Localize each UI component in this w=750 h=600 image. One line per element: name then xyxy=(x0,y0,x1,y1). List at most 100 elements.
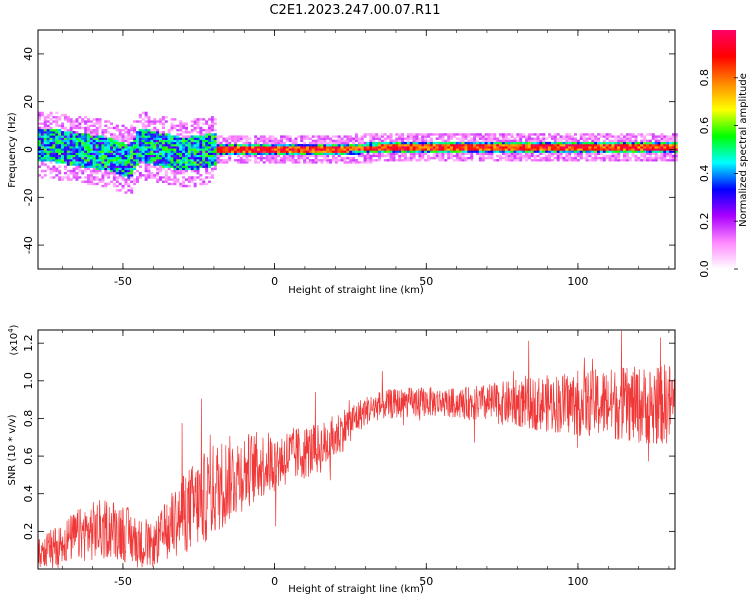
spectrogram-cell xyxy=(55,122,59,125)
spectrogram-cell xyxy=(389,133,393,136)
spectrogram-cell xyxy=(262,146,266,149)
spectrogram-cell xyxy=(403,141,407,145)
spectrogram-cell xyxy=(510,139,514,143)
spectrogram-cell xyxy=(92,133,96,136)
spectrogram-cell xyxy=(300,154,304,158)
spectrogram-cell xyxy=(657,150,661,153)
spectrogram-cell xyxy=(239,146,243,149)
x-tick-label: 100 xyxy=(567,275,588,288)
spectrogram-cell xyxy=(496,139,500,143)
spectrogram-cell xyxy=(254,146,258,149)
spectrogram-cell xyxy=(167,167,171,171)
spectrogram-cell xyxy=(265,148,269,151)
spectrogram-cell xyxy=(337,152,341,156)
spectrogram-cell xyxy=(556,146,560,149)
spectrogram-cell xyxy=(507,141,511,145)
spectrogram-cell xyxy=(378,141,382,145)
spectrogram-cell xyxy=(461,156,465,160)
spectrogram-cell xyxy=(257,146,261,149)
spectrogram-cell xyxy=(525,154,529,158)
spectrogram-cell xyxy=(268,146,272,149)
spectrogram-cell xyxy=(343,159,347,162)
spectrogram-cell xyxy=(340,148,344,151)
spectrogram-cell xyxy=(245,143,249,147)
spectrogram-cell xyxy=(173,152,177,156)
spectrogram-cell xyxy=(101,165,105,168)
spectrogram-cell xyxy=(101,159,105,162)
spectrogram-cell xyxy=(406,156,410,160)
spectrogram-cell xyxy=(121,154,125,158)
spectrogram-cell xyxy=(536,148,540,151)
spectrogram-cell xyxy=(326,156,330,160)
spectrogram-cell xyxy=(421,139,425,143)
spectrogram-cell xyxy=(277,159,281,162)
spectrogram-cell xyxy=(101,171,105,175)
spectrogram-cell xyxy=(170,169,174,173)
spectrogram-cell xyxy=(84,120,88,123)
spectrogram-cell xyxy=(144,176,148,179)
spectrogram-cell xyxy=(40,122,44,125)
spectrogram-cell xyxy=(499,146,503,149)
spectrogram-cell xyxy=(308,143,312,147)
spectrogram-cell xyxy=(124,161,128,164)
spectrogram-cell xyxy=(467,135,471,138)
spectrogram-cell xyxy=(329,152,333,156)
spectrogram-cell xyxy=(455,150,459,153)
spectrogram-cell xyxy=(519,146,523,149)
spectrogram-cell xyxy=(196,176,200,179)
spectrogram-cell xyxy=(346,139,350,143)
spectrogram-cell xyxy=(484,150,488,153)
spectrogram-cell xyxy=(184,154,188,158)
spectrogram-cell xyxy=(291,139,295,143)
spectrogram-cell xyxy=(452,146,456,149)
spectrogram-cell xyxy=(254,154,258,158)
spectrogram-cell xyxy=(179,161,183,164)
spectrogram-cell xyxy=(386,152,390,156)
spectrogram-cell xyxy=(297,148,301,151)
spectrogram-cell xyxy=(110,133,114,136)
spectrogram-cell xyxy=(164,156,168,160)
spectrogram-cell xyxy=(75,118,79,121)
spectrogram-cell xyxy=(86,178,90,181)
spectrogram-cell xyxy=(38,133,41,136)
spectrogram-cell xyxy=(179,167,183,171)
spectrogram-cell xyxy=(458,148,462,151)
spectrogram-cell xyxy=(320,135,324,138)
spectrogram-cell xyxy=(78,165,82,168)
spectrogram-cell xyxy=(631,154,635,158)
spectrogram-cell xyxy=(75,146,79,149)
spectrogram-cell xyxy=(343,150,347,153)
spectrogram-cell xyxy=(219,143,223,147)
spectrogram-cell xyxy=(516,143,520,147)
spectrogram-cell xyxy=(666,159,670,162)
spectrogram-cell xyxy=(153,154,157,158)
spectrogram-cell xyxy=(161,180,165,183)
spectrogram-cell xyxy=(622,141,626,145)
spectrogram-cell xyxy=(216,137,220,140)
spectrogram-cell xyxy=(617,143,621,147)
spectrogram-cell xyxy=(147,169,151,173)
spectrogram-cell xyxy=(432,143,436,147)
spectrogram-cell xyxy=(571,150,575,153)
spectrogram-cell xyxy=(127,128,131,132)
spectrogram-cell xyxy=(107,182,111,186)
spectrogram-cell xyxy=(84,148,88,151)
spectrogram-cell xyxy=(588,152,592,156)
spectrogram-cell xyxy=(484,152,488,156)
spectrogram-cell xyxy=(392,143,396,147)
spectrogram-cell xyxy=(383,146,387,149)
spectrogram-cell xyxy=(525,141,529,145)
y-tick-label: 0.2 xyxy=(22,523,35,541)
spectrogram-cell xyxy=(121,124,125,128)
spectrogram-cell xyxy=(461,159,465,162)
spectrogram-cell xyxy=(69,131,73,134)
spectrogram-cell xyxy=(343,139,347,143)
spectrogram-cell xyxy=(418,146,422,149)
spectrogram-cell xyxy=(354,137,358,140)
spectrogram-cell xyxy=(326,143,330,147)
spectrogram-cell xyxy=(582,150,586,153)
spectrogram-cell xyxy=(620,150,624,153)
spectrogram-cell xyxy=(182,171,186,175)
spectrogram-cell xyxy=(346,137,350,140)
spectrogram-cell xyxy=(360,141,364,145)
